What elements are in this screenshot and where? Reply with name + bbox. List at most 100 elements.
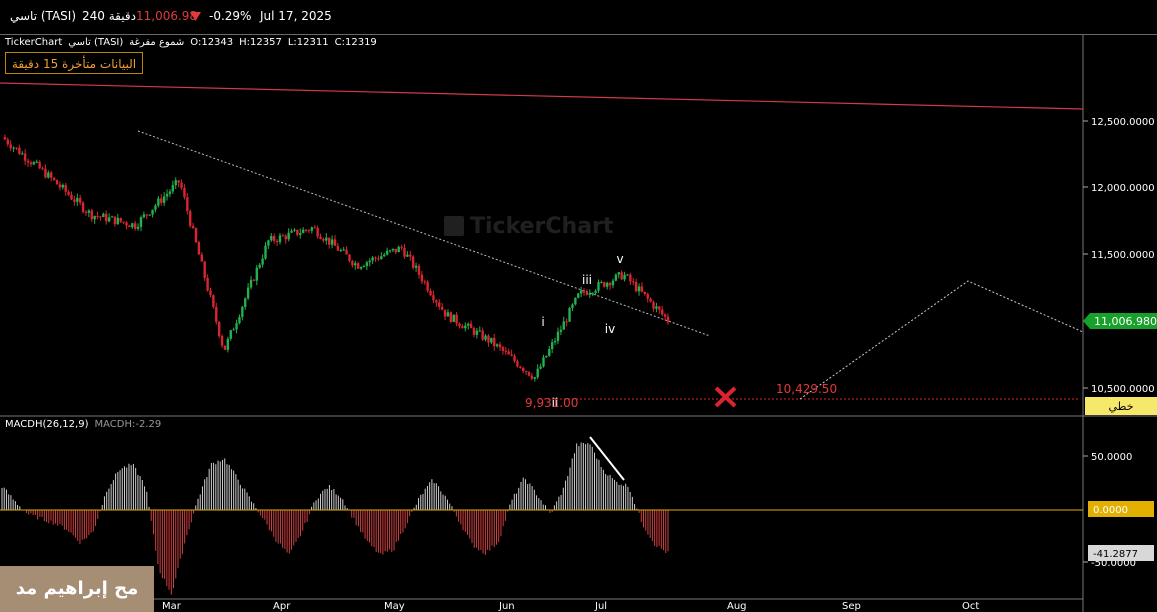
candle-body: [238, 316, 241, 324]
candle-body: [374, 257, 377, 259]
candle-body: [322, 238, 325, 241]
candle-body: [493, 337, 496, 347]
candle-body: [487, 335, 490, 343]
candle-body: [640, 286, 644, 292]
candle-body: [632, 281, 635, 283]
candle-body: [336, 245, 340, 251]
candle-body: [70, 194, 73, 200]
instrument-label: تاسي (TASI): [68, 37, 124, 48]
candle-body: [76, 197, 79, 202]
chart-kind-label: شموع مفرغة: [129, 37, 185, 48]
change-percent: -0.29%: [209, 9, 252, 23]
candle-body: [35, 161, 38, 163]
candle-body: [333, 239, 337, 246]
candle-body: [44, 168, 47, 178]
candle-body: [194, 228, 198, 243]
candle-body: [455, 314, 458, 324]
projection-path: [799, 280, 1084, 400]
symbol-name[interactable]: تاسي (TASI): [10, 9, 77, 23]
candle-body: [78, 197, 82, 203]
current-price-tag: 11,006.9800: [1083, 313, 1157, 329]
header-bar: تاسي (TASI) 240 دقيقة 11,006.98 -0.29% J…: [0, 0, 1157, 34]
candle-body: [267, 240, 270, 246]
target-value-label: 10,429.50: [776, 382, 837, 396]
candle-body: [661, 309, 664, 315]
x-tick-jul: Jul: [594, 601, 607, 612]
candle-body: [582, 290, 586, 293]
candle-body: [568, 308, 571, 322]
candle-body: [498, 344, 502, 348]
macd-last-value: -41.2877: [1093, 549, 1138, 560]
x-tick-jun: Jun: [498, 601, 515, 612]
current-price-value: 11,006.9800: [1094, 315, 1157, 328]
candle-body: [15, 147, 18, 149]
candle-body: [345, 249, 348, 255]
close-value: C:12319: [334, 37, 377, 48]
candle-body: [186, 197, 189, 212]
candle-body: [258, 264, 261, 268]
candle-body: [388, 250, 392, 252]
candle-body: [151, 209, 154, 215]
candle-body: [290, 230, 293, 233]
low-value: L:12311: [287, 37, 329, 48]
candle-body: [220, 336, 224, 346]
candle-body: [646, 294, 649, 299]
candle-body: [414, 265, 418, 268]
x-tick-mar: Mar: [162, 601, 182, 612]
candle-body: [608, 282, 612, 286]
candle-body: [385, 250, 389, 255]
candle-body: [600, 282, 603, 284]
candle-body: [3, 137, 7, 140]
candle-body: [620, 272, 623, 280]
watermark-text: TickerChart: [470, 214, 614, 239]
candle-body: [272, 235, 276, 241]
candle-body: [649, 298, 652, 302]
candle-body: [307, 230, 311, 232]
candle-body: [113, 216, 117, 225]
candle-body: [9, 144, 12, 149]
candle-body: [539, 366, 542, 369]
wave-label-ii: ii: [552, 396, 559, 410]
watermark: TickerChart: [444, 214, 613, 239]
candle-body: [513, 355, 516, 362]
candle-body: [371, 257, 374, 261]
candle-body: [287, 232, 290, 240]
timeframe[interactable]: 240 دقيقة: [82, 9, 136, 23]
candle-body: [64, 184, 67, 192]
candle-body: [55, 179, 59, 185]
candle-body: [157, 198, 160, 206]
candle-body: [629, 274, 632, 282]
x-tick-may: May: [384, 601, 405, 612]
candle-body: [99, 216, 102, 218]
candle-body: [524, 371, 528, 373]
candle-body: [264, 245, 267, 259]
candle-body: [275, 240, 279, 243]
resistance-trendline: [0, 82, 1084, 110]
candle-body: [562, 321, 565, 330]
candle-body: [165, 193, 169, 197]
candle-body: [102, 213, 105, 218]
y-tick-12000: 12,000.0000: [1091, 183, 1155, 194]
candle-body: [594, 290, 597, 294]
candle-body: [420, 274, 424, 282]
candle-body: [643, 291, 647, 295]
open-value: O:12343: [190, 37, 234, 48]
macd-tick-minus50: -50.0000: [1091, 558, 1136, 569]
macd-histogram: [1, 442, 669, 595]
candle-body: [160, 198, 163, 203]
candle-body: [501, 347, 505, 351]
candle-body: [293, 229, 296, 231]
candle-body: [6, 139, 9, 145]
candle-body: [310, 227, 314, 231]
candle-body: [148, 214, 151, 216]
candle-body: [304, 229, 308, 231]
candle-body: [652, 301, 655, 309]
candle-body: [191, 225, 195, 229]
y-tick-12500: 12,500.0000: [1091, 117, 1155, 128]
candle-body: [435, 300, 438, 303]
candle-body: [409, 254, 412, 257]
macd-current-value: MACDH:-2.29: [94, 419, 162, 430]
candle-body: [461, 326, 464, 329]
candle-body: [50, 172, 53, 178]
